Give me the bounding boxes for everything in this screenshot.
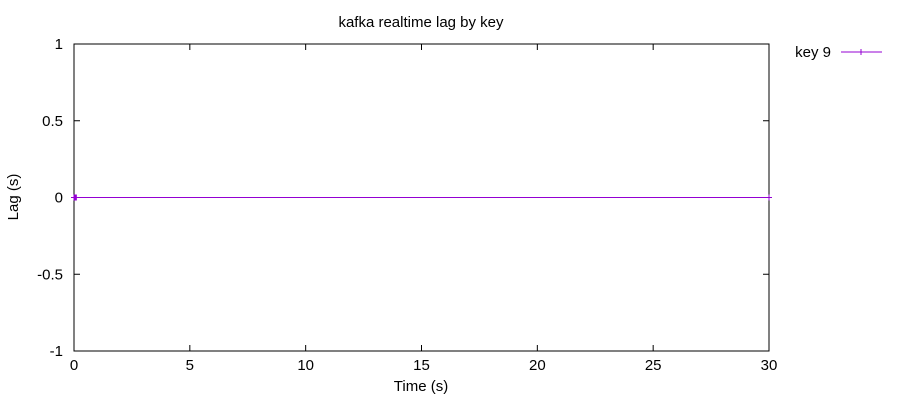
y-tick-label: 0 — [55, 190, 63, 207]
x-tick-label: 30 — [761, 357, 778, 374]
y-axis-label: Lag (s) — [5, 174, 22, 221]
data-point — [73, 194, 80, 201]
x-tick-label: 15 — [413, 357, 430, 374]
y-tick-label: -0.5 — [37, 266, 63, 283]
x-axis-label: Time (s) — [394, 378, 448, 395]
y-tick-label: -1 — [50, 343, 63, 360]
x-tick-label: 5 — [186, 357, 194, 374]
y-tick-label: 1 — [55, 36, 63, 53]
x-tick-label: 0 — [70, 357, 78, 374]
data-point — [766, 194, 772, 201]
series-layer — [71, 194, 772, 201]
axis-ticks: 0 5 10 15 20 25 30 -1 -0.5 0 0.5 1 — [37, 36, 777, 374]
chart-title: kafka realtime lag by key — [338, 14, 504, 31]
legend: key 9 — [795, 44, 882, 61]
y-tick-label: 0.5 — [42, 113, 63, 130]
legend-label: key 9 — [795, 44, 831, 61]
x-tick-label: 10 — [297, 357, 314, 374]
x-tick-label: 20 — [529, 357, 546, 374]
x-tick-label: 25 — [645, 357, 662, 374]
